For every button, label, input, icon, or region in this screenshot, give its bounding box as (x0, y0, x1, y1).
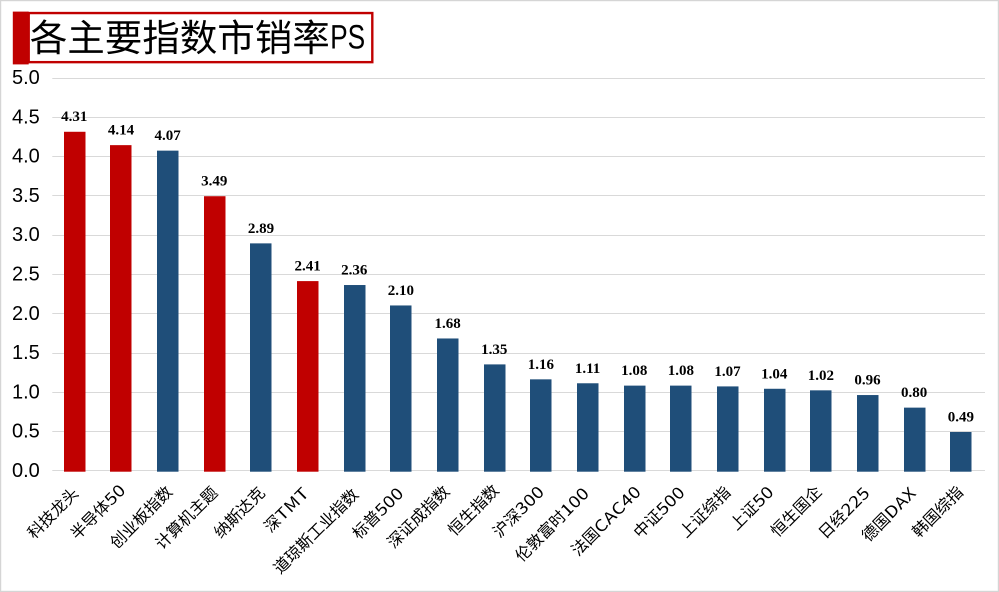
svg-text:1.5: 1.5 (12, 342, 40, 364)
svg-text:3.49: 3.49 (201, 174, 227, 190)
svg-text:1.08: 1.08 (621, 363, 647, 379)
svg-text:4.14: 4.14 (108, 123, 135, 139)
svg-text:0.80: 0.80 (901, 385, 927, 401)
svg-text:2.36: 2.36 (341, 263, 368, 279)
svg-text:0.49: 0.49 (948, 409, 974, 425)
svg-text:1.16: 1.16 (528, 357, 555, 373)
svg-text:0.96: 0.96 (854, 373, 881, 389)
svg-text:4.07: 4.07 (154, 128, 181, 144)
svg-text:2.10: 2.10 (388, 283, 414, 299)
svg-text:0.5: 0.5 (12, 421, 40, 443)
svg-text:1.04: 1.04 (761, 366, 788, 382)
svg-text:1.11: 1.11 (575, 361, 600, 377)
svg-text:1.02: 1.02 (808, 368, 834, 384)
svg-text:1.08: 1.08 (668, 363, 694, 379)
svg-text:1.35: 1.35 (481, 342, 507, 358)
svg-text:1.68: 1.68 (434, 316, 460, 332)
svg-text:0.0: 0.0 (12, 460, 40, 482)
svg-text:3.0: 3.0 (12, 224, 40, 246)
svg-text:2.89: 2.89 (248, 221, 274, 237)
svg-text:4.5: 4.5 (12, 106, 40, 128)
svg-text:5.0: 5.0 (12, 67, 40, 89)
svg-text:2.0: 2.0 (12, 303, 40, 325)
svg-text:4.31: 4.31 (61, 109, 87, 125)
svg-text:1.07: 1.07 (714, 364, 741, 380)
svg-text:2.41: 2.41 (294, 259, 320, 275)
svg-text:4.0: 4.0 (12, 146, 40, 168)
svg-text:1.0: 1.0 (12, 381, 40, 403)
svg-text:2.5: 2.5 (12, 264, 40, 286)
svg-text:3.5: 3.5 (12, 185, 40, 207)
